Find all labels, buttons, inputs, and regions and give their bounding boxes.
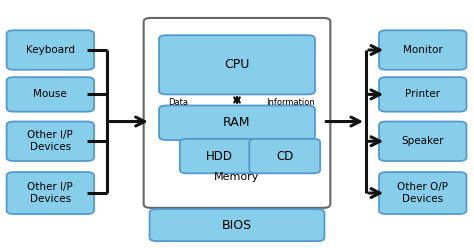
FancyBboxPatch shape	[7, 122, 94, 161]
FancyBboxPatch shape	[159, 105, 315, 140]
FancyBboxPatch shape	[379, 122, 466, 161]
FancyBboxPatch shape	[379, 77, 466, 112]
Text: HDD: HDD	[206, 150, 233, 162]
FancyBboxPatch shape	[150, 209, 324, 241]
Text: Memory: Memory	[214, 172, 260, 182]
Text: Keyboard: Keyboard	[26, 45, 75, 55]
Text: Data: Data	[168, 98, 188, 107]
FancyBboxPatch shape	[249, 139, 320, 173]
Text: Mouse: Mouse	[34, 90, 67, 99]
FancyBboxPatch shape	[180, 139, 259, 173]
Text: Printer: Printer	[405, 90, 440, 99]
Text: Other I/P
Devices: Other I/P Devices	[27, 182, 73, 204]
Text: Monitor: Monitor	[403, 45, 443, 55]
Text: Information: Information	[266, 98, 315, 107]
Text: Other O/P
Devices: Other O/P Devices	[397, 182, 448, 204]
Text: Other I/P
Devices: Other I/P Devices	[27, 130, 73, 152]
FancyBboxPatch shape	[379, 172, 466, 214]
Text: RAM: RAM	[223, 116, 251, 129]
Text: CPU: CPU	[224, 58, 250, 71]
FancyBboxPatch shape	[7, 172, 94, 214]
FancyBboxPatch shape	[144, 18, 330, 208]
FancyBboxPatch shape	[379, 30, 466, 70]
Text: BIOS: BIOS	[222, 218, 252, 232]
Text: CD: CD	[276, 150, 293, 162]
FancyBboxPatch shape	[7, 30, 94, 70]
Text: Speaker: Speaker	[401, 136, 444, 146]
FancyBboxPatch shape	[7, 77, 94, 112]
FancyBboxPatch shape	[159, 35, 315, 94]
